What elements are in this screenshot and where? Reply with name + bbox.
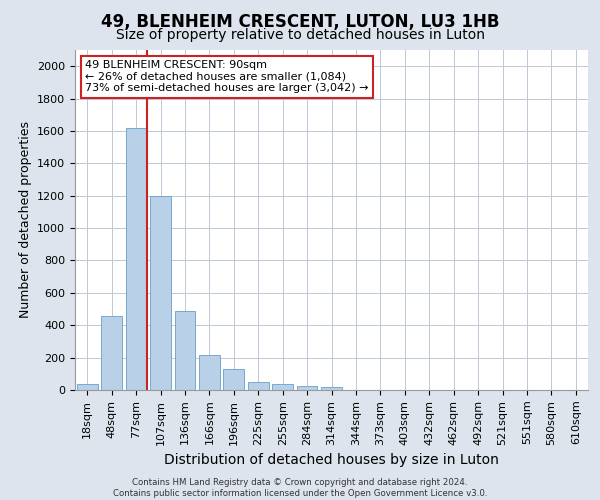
Bar [296,386,317,390]
Bar [248,382,269,390]
Text: 49, BLENHEIM CRESCENT, LUTON, LU3 1HB: 49, BLENHEIM CRESCENT, LUTON, LU3 1HB [101,12,499,30]
X-axis label: Distribution of detached houses by size in Luton: Distribution of detached houses by size … [164,453,499,467]
Text: Contains HM Land Registry data © Crown copyright and database right 2024.
Contai: Contains HM Land Registry data © Crown c… [113,478,487,498]
Y-axis label: Number of detached properties: Number of detached properties [19,122,32,318]
Bar [101,316,122,390]
Bar [272,384,293,390]
Bar [199,355,220,390]
Text: Size of property relative to detached houses in Luton: Size of property relative to detached ho… [115,28,485,42]
Text: 49 BLENHEIM CRESCENT: 90sqm
← 26% of detached houses are smaller (1,084)
73% of : 49 BLENHEIM CRESCENT: 90sqm ← 26% of det… [85,60,369,94]
Bar [321,387,342,390]
Bar [77,384,98,390]
Bar [150,196,171,390]
Bar [223,369,244,390]
Bar [125,128,146,390]
Bar [175,310,196,390]
